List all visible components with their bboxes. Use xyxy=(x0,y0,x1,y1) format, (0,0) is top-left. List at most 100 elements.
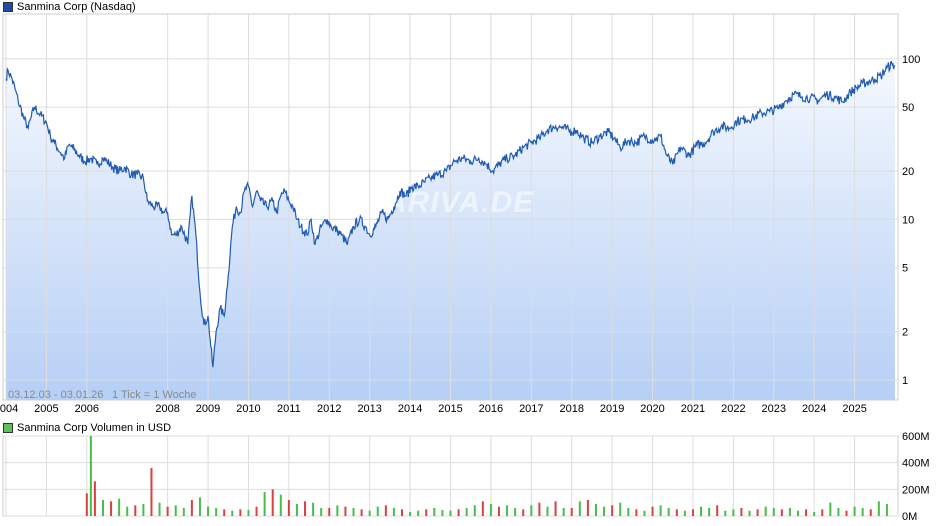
volume-bar xyxy=(522,509,525,516)
volume-bar xyxy=(667,508,670,516)
volume-bar xyxy=(118,498,121,516)
price-x-tick-label: 2017 xyxy=(519,403,543,415)
volume-bar xyxy=(231,510,234,516)
price-y-tick-label: 20 xyxy=(902,166,914,178)
volume-bar xyxy=(700,506,703,516)
volume-bar xyxy=(586,500,589,516)
volume-bar xyxy=(554,501,557,516)
volume-bar xyxy=(93,481,96,516)
volume-legend-swatch xyxy=(3,423,13,433)
volume-bar xyxy=(740,508,743,516)
volume-bar xyxy=(651,506,654,516)
volume-bar xyxy=(223,509,226,516)
volume-bar xyxy=(85,493,88,516)
volume-bar xyxy=(724,510,727,516)
volume-bar xyxy=(772,508,775,516)
price-line xyxy=(5,60,896,368)
volume-bar xyxy=(449,510,452,516)
volume-bar xyxy=(433,508,436,516)
volume-bar xyxy=(142,504,145,516)
volume-bars xyxy=(85,436,888,516)
volume-bar xyxy=(578,501,581,516)
volume-bar xyxy=(287,500,290,516)
volume-bar xyxy=(255,506,258,516)
price-legend-label: Sanmina Corp (Nasdaq) xyxy=(17,1,136,13)
price-x-tick-label: 2016 xyxy=(479,403,503,415)
volume-bar xyxy=(877,501,880,516)
volume-bar xyxy=(780,509,783,516)
volume-bar xyxy=(134,505,137,516)
volume-bar xyxy=(360,509,363,516)
price-y-axis: 1 2 5 10 20 50 100 xyxy=(902,54,920,387)
price-x-axis: 2004 2005 2006 2008 2009 2010 2011 2012 2013 2014… xyxy=(0,403,867,415)
volume-bar xyxy=(352,508,355,516)
volume-bar xyxy=(384,505,387,516)
volume-bar xyxy=(425,509,428,516)
price-x-tick-label: 2019 xyxy=(600,403,624,415)
price-y-tick-label: 1 xyxy=(902,375,908,387)
volume-bar xyxy=(481,501,484,516)
tick-interval-label: 1 Tick = 1 Woche xyxy=(112,389,196,401)
volume-y-tick-label: 400M xyxy=(902,458,930,470)
volume-bar xyxy=(368,510,371,516)
volume-bar xyxy=(150,468,153,516)
volume-bar xyxy=(182,508,185,516)
volume-bar xyxy=(691,509,694,516)
price-x-tick-label: 2009 xyxy=(196,403,220,415)
volume-bar xyxy=(748,510,751,516)
price-y-tick-label: 2 xyxy=(902,327,908,339)
volume-bar xyxy=(190,500,193,516)
volume-legend: Sanmina Corp Volumen in USD xyxy=(3,421,171,435)
price-x-tick-label: 2012 xyxy=(317,403,341,415)
volume-bar xyxy=(457,509,460,516)
price-y-tick-label: 50 xyxy=(902,102,914,114)
volume-bar xyxy=(239,509,242,516)
price-y-tick-label: 10 xyxy=(902,214,914,226)
volume-legend-label: Sanmina Corp Volumen in USD xyxy=(17,422,172,434)
volume-bar xyxy=(845,510,848,516)
volume-bar xyxy=(570,508,573,516)
volume-bar xyxy=(643,510,646,516)
volume-bar xyxy=(716,505,719,516)
volume-bar xyxy=(756,509,759,516)
volume-bar xyxy=(101,500,104,516)
volume-bar xyxy=(279,494,282,516)
volume-bar xyxy=(594,504,597,516)
price-x-tick-label: 2014 xyxy=(398,403,422,415)
price-x-tick-label: 2005 xyxy=(34,403,58,415)
price-x-tick-label: 2025 xyxy=(842,403,866,415)
price-x-tick-label: 2013 xyxy=(357,403,381,415)
price-x-tick-label: 2004 xyxy=(0,403,18,415)
volume-bar xyxy=(813,512,816,516)
volume-bar xyxy=(861,508,864,516)
volume-bar xyxy=(659,505,662,516)
volume-bar xyxy=(732,509,735,516)
volume-bar xyxy=(344,506,347,516)
volume-bar xyxy=(805,509,808,516)
volume-bar xyxy=(619,502,622,516)
volume-bar xyxy=(797,510,800,516)
volume-bar xyxy=(126,506,129,516)
volume-bar xyxy=(376,506,379,516)
volume-bar xyxy=(215,508,218,516)
volume-bar xyxy=(110,501,113,516)
volume-bar xyxy=(417,510,420,516)
volume-bar xyxy=(328,508,331,516)
volume-bar xyxy=(473,505,476,516)
volume-panel: 0M 200M 400M 600M xyxy=(2,431,930,523)
volume-bar xyxy=(603,506,606,516)
volume-bar xyxy=(538,502,541,516)
volume-bar xyxy=(174,505,177,516)
volume-bar xyxy=(401,509,404,516)
volume-bar xyxy=(853,506,856,516)
volume-bar xyxy=(611,505,614,516)
volume-bar xyxy=(312,502,315,516)
date-range-label: 03.12.03 - 03.01.26 xyxy=(8,389,103,401)
volume-bar xyxy=(166,506,169,516)
volume-bar xyxy=(514,508,517,516)
volume-bar xyxy=(708,508,711,516)
volume-bar xyxy=(829,502,832,516)
price-x-tick-label: 2023 xyxy=(762,403,786,415)
